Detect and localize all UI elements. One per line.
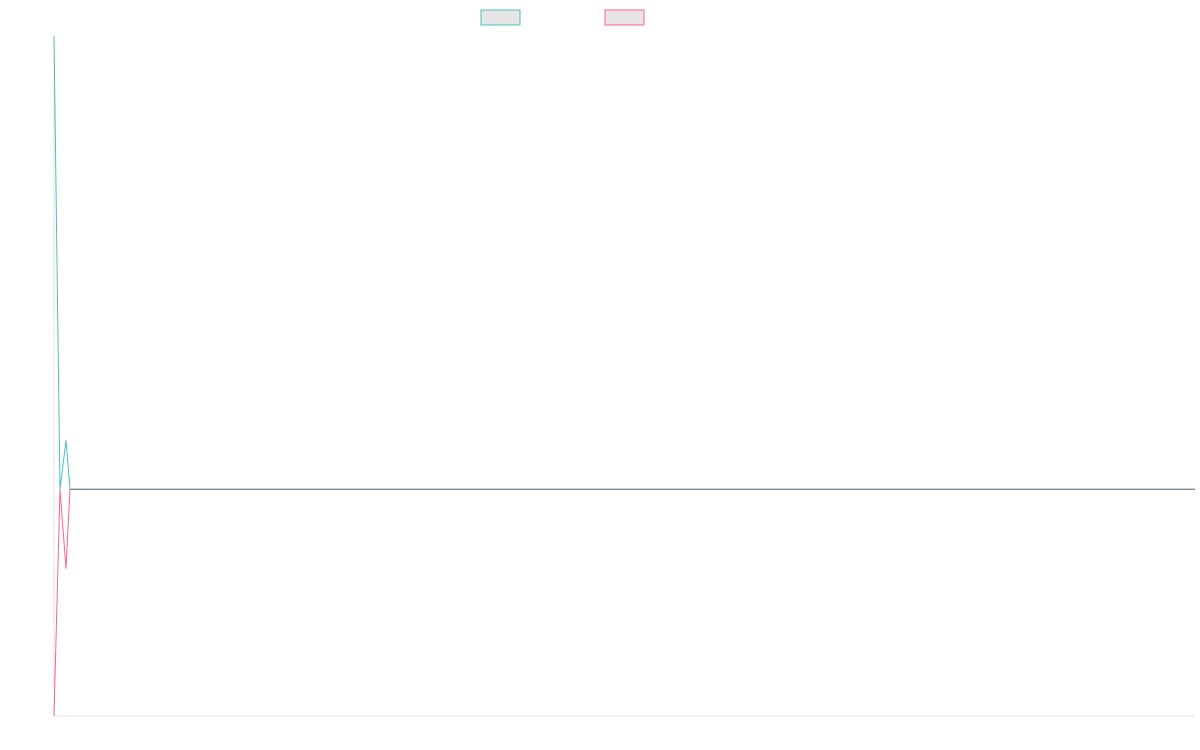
legend-swatch-0[interactable] xyxy=(480,9,521,26)
series-layer xyxy=(53,35,1195,717)
axes xyxy=(53,36,1195,717)
legend-swatch-1[interactable] xyxy=(604,9,645,26)
series-line-0 xyxy=(53,35,1195,490)
series-line-1 xyxy=(53,488,1195,717)
legend xyxy=(480,9,645,26)
